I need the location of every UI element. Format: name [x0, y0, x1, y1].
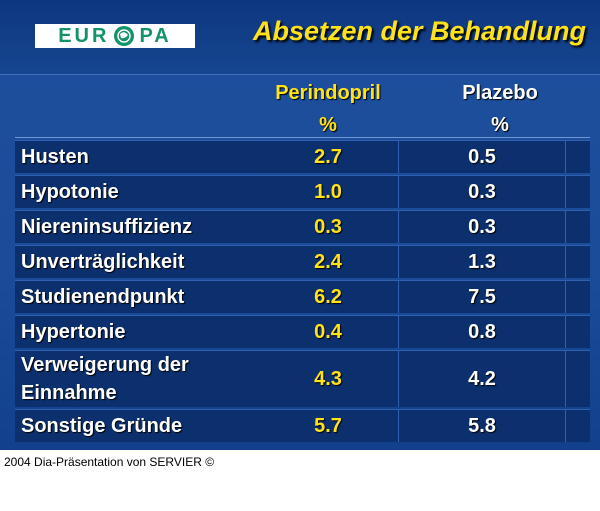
row-label: Niereninsuffizienz	[21, 216, 193, 238]
title: Absetzen der Behandlung	[252, 16, 586, 46]
table-row: Verweigerung der Einnahme 4.3 4.2	[15, 350, 590, 407]
table-row: Studienendpunkt 6.2 7.5	[15, 280, 590, 313]
header-rule	[15, 137, 590, 138]
row-label: Unverträglichkeit	[21, 251, 185, 273]
table-row: Sonstige Gründe 5.7 5.8	[15, 409, 590, 442]
table-row: Unverträglichkeit 2.4 1.3	[15, 245, 590, 278]
table-row: Husten 2.7 0.5	[15, 140, 590, 173]
cell-perindopril: 2.4	[314, 250, 342, 273]
slide: EUR PA Absetzen der Behandlung Perindopr…	[0, 0, 600, 450]
column-header: Perindopril	[275, 82, 381, 104]
cell-perindopril: 0.4	[314, 320, 342, 343]
cell-plazebo: 1.3	[398, 246, 566, 278]
cell-perindopril: 1.0	[314, 180, 342, 203]
logo-text: PA	[139, 24, 172, 47]
row-label: Verweigerung der Einnahme	[21, 354, 189, 404]
table: Husten 2.7 0.5 Hypotonie 1.0 0.3 Niereninsuffi…	[15, 140, 590, 442]
cell-perindopril: 5.7	[314, 414, 342, 437]
column-header: Plazebo	[462, 82, 538, 104]
row-label: Hypertonie	[21, 321, 126, 343]
cell-perindopril: 0.3	[314, 215, 342, 238]
row-label: Sonstige Gründe	[21, 415, 183, 437]
table-row: Niereninsuffizienz 0.3 0.3	[15, 210, 590, 243]
cell-perindopril: 6.2	[314, 285, 342, 308]
cell-plazebo: 4.2	[398, 351, 566, 407]
footer: 2004 Dia-Präsentation von SERVIER ©	[4, 455, 215, 469]
cell-plazebo: 0.8	[398, 316, 566, 348]
logo-globe	[114, 26, 135, 46]
row-label: Husten	[21, 146, 89, 168]
table-row: Hypertonie 0.4 0.8	[15, 315, 590, 348]
row-label: Hypotonie	[21, 181, 119, 203]
cell-perindopril: 2.7	[314, 145, 342, 168]
table-row: Hypotonie 1.0 0.3	[15, 175, 590, 208]
cell-perindopril: 4.3	[314, 367, 342, 390]
cell-plazebo: 5.8	[398, 410, 566, 442]
column-unit: %	[491, 114, 509, 136]
row-label: Studienendpunkt	[21, 286, 185, 308]
cell-plazebo: 7.5	[398, 281, 566, 313]
cell-plazebo: 0.3	[398, 211, 566, 243]
cell-plazebo: 0.5	[398, 141, 566, 173]
cell-plazebo: 0.3	[398, 176, 566, 208]
logo-text: EUR	[58, 24, 110, 47]
logo: EUR PA	[35, 24, 195, 48]
column-unit: %	[319, 114, 337, 136]
